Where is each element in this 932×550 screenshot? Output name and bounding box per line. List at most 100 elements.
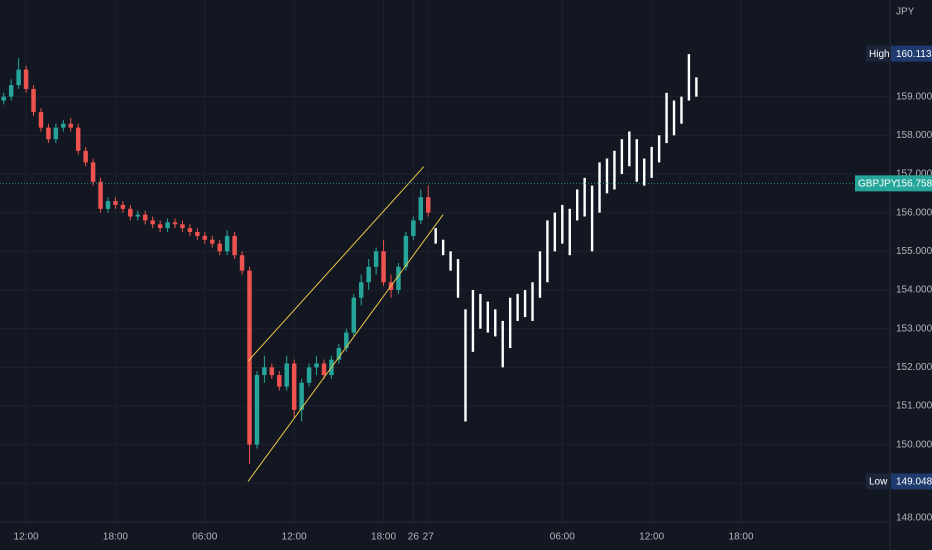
projection-bar — [605, 158, 609, 194]
y-tick-label: 152.000 — [896, 362, 932, 373]
candle-body — [291, 363, 297, 410]
projection-bar — [650, 146, 653, 178]
candle-body — [336, 348, 342, 360]
candle-body — [373, 251, 379, 267]
price-badge — [855, 175, 932, 192]
projection-bar — [583, 177, 586, 217]
candle-body — [1, 96, 6, 101]
candle-body — [299, 382, 304, 410]
candle-body — [75, 127, 81, 151]
y-tick-label: 155.000 — [896, 246, 932, 257]
candle-body — [8, 85, 14, 97]
projection-bar — [479, 293, 482, 329]
badge-label-box — [866, 45, 890, 62]
candle-body — [187, 228, 193, 232]
candle-body — [31, 88, 36, 113]
projection-bar — [456, 259, 460, 298]
y-tick-label: 159.000 — [896, 91, 932, 102]
projection-bar — [553, 212, 557, 252]
candle-body — [396, 266, 401, 290]
candle-body — [321, 363, 327, 376]
projection-bar — [523, 290, 527, 318]
candle-body — [232, 235, 237, 256]
badge-label: Low — [869, 477, 888, 488]
projection-bar — [635, 139, 638, 182]
candle-body — [83, 150, 88, 163]
projection-bar — [494, 309, 497, 337]
candle-body — [366, 266, 371, 283]
projection-bar — [657, 135, 661, 163]
projection-bar — [680, 96, 683, 124]
candle-body — [61, 123, 66, 128]
y-tick-label: 156.000 — [896, 207, 932, 218]
badge-value-box — [891, 45, 932, 62]
projection-bar — [687, 54, 691, 101]
x-tick-label: 18:00 — [729, 532, 754, 543]
projection-bar — [508, 297, 512, 348]
candle-body — [150, 220, 155, 225]
x-tick-label: 12:00 — [639, 532, 664, 543]
y-tick-label: 157.000 — [896, 169, 932, 180]
projection-bar — [643, 158, 646, 186]
candle-body — [120, 204, 126, 209]
y-tick-label: 154.000 — [896, 285, 932, 296]
projection-bar — [665, 92, 668, 144]
badge-label-box — [866, 473, 890, 490]
candle-body — [202, 235, 208, 240]
x-tick-label: 06:00 — [550, 532, 575, 543]
x-tick-label: 18:00 — [371, 532, 396, 543]
candle-body — [306, 367, 312, 383]
projection-bar — [695, 77, 698, 97]
projection-bar — [531, 282, 534, 321]
candle-body — [46, 127, 51, 140]
candle-body — [217, 243, 222, 252]
candle-body — [358, 282, 364, 298]
candle-body — [426, 197, 431, 213]
projection-bar — [575, 189, 579, 221]
candle-body — [23, 69, 29, 89]
candle-body — [262, 367, 267, 376]
candle-body — [157, 224, 163, 229]
candle-body — [172, 222, 178, 225]
candle-body — [224, 235, 230, 252]
projection-bar — [441, 239, 445, 256]
x-tick-label: 27 — [423, 532, 435, 543]
candle-body — [195, 232, 200, 236]
trend-line — [247, 166, 425, 362]
projection-bar — [516, 293, 519, 321]
projection-bar — [598, 162, 601, 213]
candle-body — [411, 220, 416, 236]
candle-body — [418, 197, 424, 221]
projection-bar — [546, 220, 549, 283]
projection-bar — [613, 150, 616, 190]
projection-bar — [672, 100, 676, 136]
price-value: 156.758 — [896, 178, 932, 189]
candle-body — [344, 332, 349, 348]
projection-bar — [628, 131, 631, 167]
candle-body — [90, 162, 96, 182]
projection-bar — [590, 185, 594, 252]
badge-label: High — [869, 49, 890, 60]
candle-body — [269, 367, 275, 376]
projection-bar — [464, 309, 467, 422]
y-tick-label: 153.000 — [896, 323, 932, 334]
candle-body — [351, 297, 356, 333]
x-tick-label: 26 — [408, 532, 420, 543]
candle-body — [98, 181, 103, 209]
badge-value: 149.048 — [896, 477, 932, 488]
candle-body — [128, 208, 133, 217]
badge-value-box — [891, 473, 932, 490]
candle-body — [314, 363, 319, 368]
x-tick-label: 12:00 — [282, 532, 307, 543]
price-name: GBPJPY — [858, 178, 898, 189]
candle-body — [210, 239, 215, 244]
candle-body — [403, 235, 409, 267]
candle-body — [113, 201, 118, 205]
candle-body — [142, 214, 148, 221]
candle-body — [38, 112, 44, 128]
x-tick-label: 18:00 — [103, 532, 128, 543]
projection-bar — [620, 139, 624, 174]
currency-label: JPY — [896, 7, 915, 18]
